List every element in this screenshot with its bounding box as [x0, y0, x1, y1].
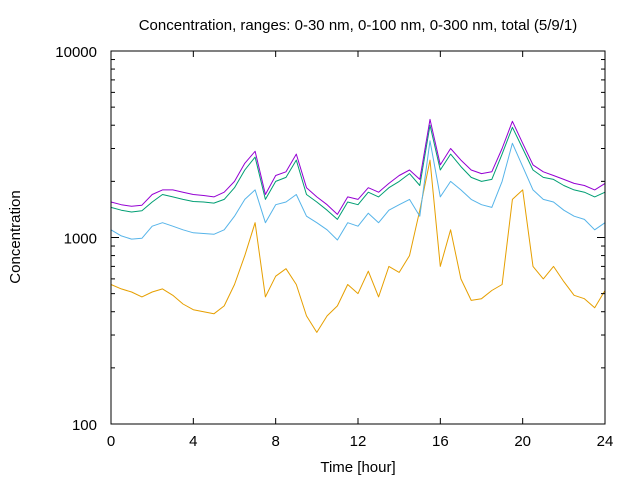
series-line-1 [110, 159, 606, 333]
series-line-2 [110, 140, 606, 241]
y-tick-label: 10000 [55, 44, 97, 61]
series-layer [110, 118, 606, 333]
ticks-layer: 0 4 8 12 16 20 24 100 1000 10000 [55, 44, 613, 450]
series-line-4 [110, 118, 606, 215]
x-tick-label: 0 [107, 433, 115, 450]
series-line-3 [110, 124, 606, 220]
chart-title: Concentration, ranges: 0-30 nm, 0-100 nm… [139, 17, 578, 34]
plot-frame [110, 50, 606, 425]
x-tick-label: 4 [189, 433, 197, 450]
x-tick-label: 24 [597, 433, 614, 450]
x-tick-label: 12 [350, 433, 367, 450]
y-axis-label: Concentration [7, 190, 24, 283]
x-axis-label: Time [hour] [320, 459, 395, 476]
y-tick-label: 100 [72, 417, 97, 434]
y-tick-label: 1000 [64, 231, 97, 248]
x-tick-label: 8 [271, 433, 279, 450]
x-tick-label: 20 [514, 433, 531, 450]
x-tick-label: 16 [432, 433, 449, 450]
